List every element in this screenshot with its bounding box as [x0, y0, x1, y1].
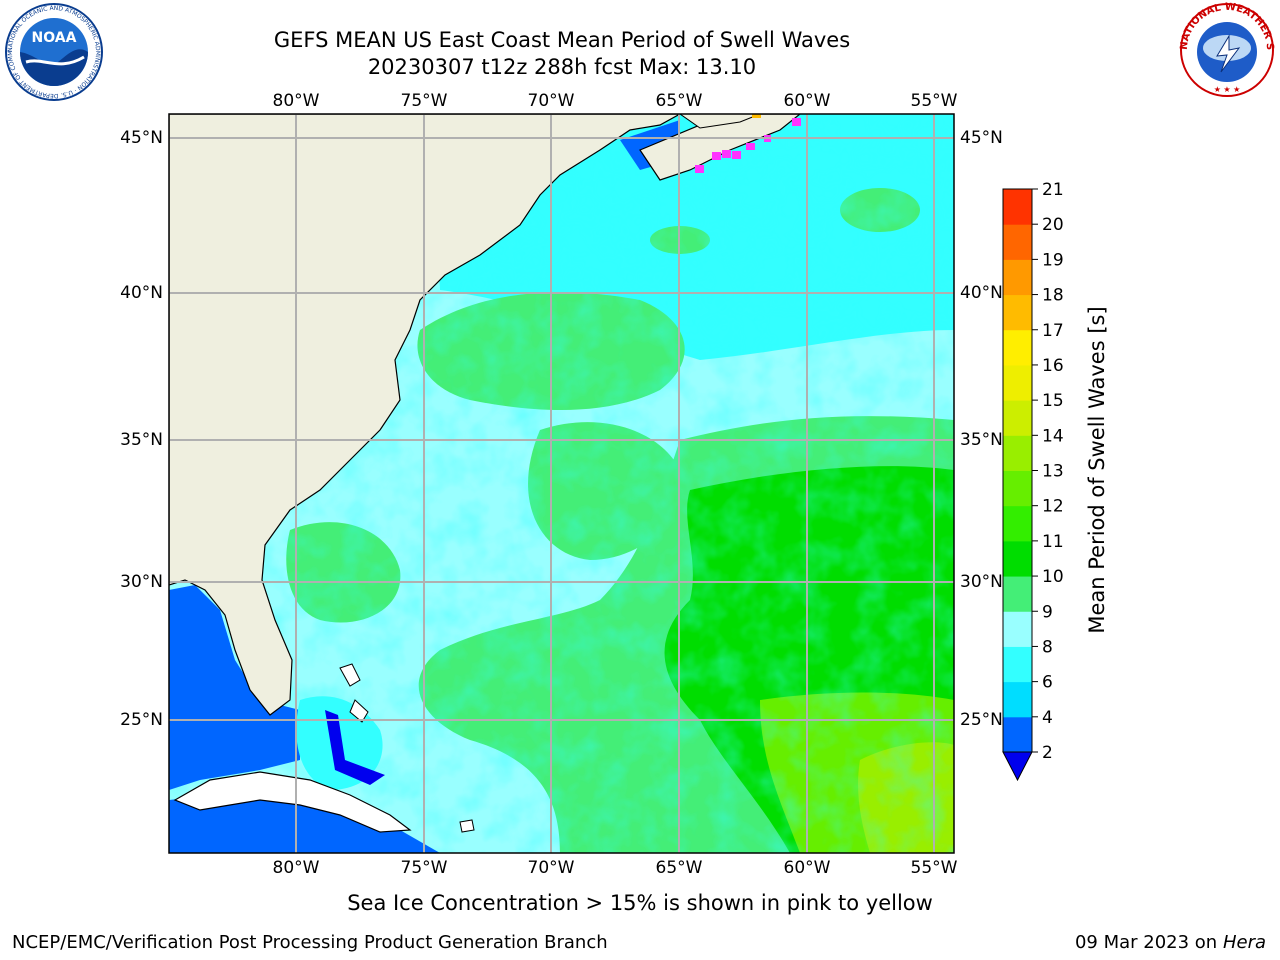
lat-label: 35°N — [120, 430, 163, 450]
colorbar-tick-label: 2 — [1042, 743, 1053, 763]
lon-label: 55°W — [911, 858, 958, 878]
nws-logo: NATIONAL WEATHER SERVICE ★ ★ ★ — [1177, 0, 1275, 97]
colorbar-tick-label: 9 — [1042, 602, 1053, 622]
lat-label: 25°N — [960, 710, 1003, 730]
colorbar-tick-label: 20 — [1042, 215, 1064, 235]
colorbar-tick-label: 16 — [1042, 356, 1064, 376]
land-cuba — [173, 771, 412, 833]
colorbar-segment — [1003, 611, 1032, 647]
colorbar-segment — [1003, 189, 1032, 225]
colorbar-tick-label: 19 — [1042, 250, 1064, 270]
machine-name: Hera — [1222, 932, 1266, 953]
gulf-of-mexico — [169, 585, 300, 790]
noaa-logo-text: NOAA — [32, 30, 77, 46]
lon-label: 70°W — [528, 858, 575, 878]
lat-label: 35°N — [960, 430, 1003, 450]
colorbar-tick-label: 8 — [1042, 637, 1053, 657]
lat-label: 25°N — [120, 710, 163, 730]
lon-label: 80°W — [273, 858, 320, 878]
colorbar-tick-label: 12 — [1042, 497, 1064, 517]
date-stamp: 09 Mar 2023 on Hera — [1075, 932, 1266, 953]
land-bahamas-1 — [339, 663, 361, 687]
colorbar-under-arrow — [1002, 751, 1033, 782]
lat-labels-left: 45°N 40°N 35°N 30°N 25°N — [120, 128, 163, 730]
lat-label: 40°N — [120, 283, 163, 303]
lon-label: 60°W — [784, 91, 831, 111]
caribbean-sea — [169, 790, 440, 853]
colorbar-segment — [1003, 224, 1032, 260]
lon-labels-top: 80°W 75°W 70°W 65°W 60°W 55°W — [273, 91, 958, 111]
colorbar-tick-label: 6 — [1042, 673, 1053, 693]
svg-text:★ ★ ★: ★ ★ ★ — [1214, 85, 1241, 94]
colorbar-tick-label: 15 — [1042, 391, 1064, 411]
lat-label: 45°N — [960, 128, 1003, 148]
colorbar-tick-label: 13 — [1042, 462, 1064, 482]
lat-label: 45°N — [120, 128, 163, 148]
bahamas-bank — [325, 710, 385, 785]
lon-label: 60°W — [784, 858, 831, 878]
colorbar-segment — [1003, 646, 1032, 683]
colorbar-tick-label: 4 — [1042, 708, 1053, 728]
land-bahamas-2 — [349, 699, 369, 723]
land-maritimes — [679, 114, 761, 129]
lon-label: 80°W — [273, 91, 320, 111]
map-title: GEFS MEAN US East Coast Mean Period of S… — [273, 28, 851, 52]
credit-text: NCEP/EMC/Verification Post Processing Pr… — [12, 932, 608, 953]
lon-label: 55°W — [911, 91, 958, 111]
lat-label: 30°N — [120, 572, 163, 592]
land-turks — [459, 819, 475, 833]
colorbar: 2 4 6 8 9 10 11 12 13 14 15 16 17 18 19 20 21 — [1002, 180, 1064, 782]
map-subtitle: 20230307 t12z 288h fcst Max: 13.10 — [367, 55, 757, 79]
colorbar-segment — [1003, 435, 1032, 471]
date-text: 09 Mar 2023 on — [1074, 932, 1218, 953]
map-gridlines — [169, 114, 954, 853]
lon-labels-bottom: 80°W 75°W 70°W 65°W 60°W 55°W — [273, 858, 958, 878]
colorbar-segment — [1003, 576, 1032, 612]
colorbar-label: Mean Period of Swell Waves [s] — [1085, 306, 1109, 634]
lon-label: 70°W — [528, 91, 575, 111]
sea-ice-note: Sea Ice Concentration > 15% is shown in … — [347, 891, 933, 915]
map-frame — [168, 113, 955, 854]
colorbar-tick-label: 17 — [1042, 321, 1064, 341]
colorbar-segment — [1003, 716, 1032, 753]
lon-label: 75°W — [401, 858, 448, 878]
colorbar-segment — [1003, 540, 1032, 577]
map-plot-area — [169, 114, 954, 853]
colorbar-segment — [1003, 294, 1032, 331]
colorbar-tick-label: 11 — [1042, 532, 1064, 552]
colorbar-segment — [1003, 505, 1032, 542]
colorbar-tick-label: 18 — [1042, 286, 1064, 306]
colorbar-segment — [1003, 329, 1032, 366]
colorbar-tick-label: 14 — [1042, 426, 1064, 446]
lat-label: 40°N — [960, 283, 1003, 303]
colorbar-segment — [1003, 470, 1032, 507]
noaa-logo: NATIONAL OCEANIC AND ATMOSPHERIC ADMINIS… — [4, 2, 103, 101]
sea-ice-mark-yellow — [752, 114, 761, 118]
colorbar-segment — [1003, 259, 1032, 296]
lat-label: 30°N — [960, 572, 1003, 592]
lat-labels-right: 45°N 40°N 35°N 30°N 25°N — [960, 128, 1003, 730]
lon-label: 75°W — [401, 91, 448, 111]
colorbar-tick-label: 10 — [1042, 567, 1064, 587]
colorbar-tick-label: 21 — [1042, 180, 1064, 200]
colorbar-segment — [1003, 400, 1032, 436]
lon-label: 65°W — [656, 91, 703, 111]
colorbar-segment — [1003, 681, 1032, 718]
colorbar-segment — [1003, 364, 1032, 401]
lon-label: 65°W — [656, 858, 703, 878]
